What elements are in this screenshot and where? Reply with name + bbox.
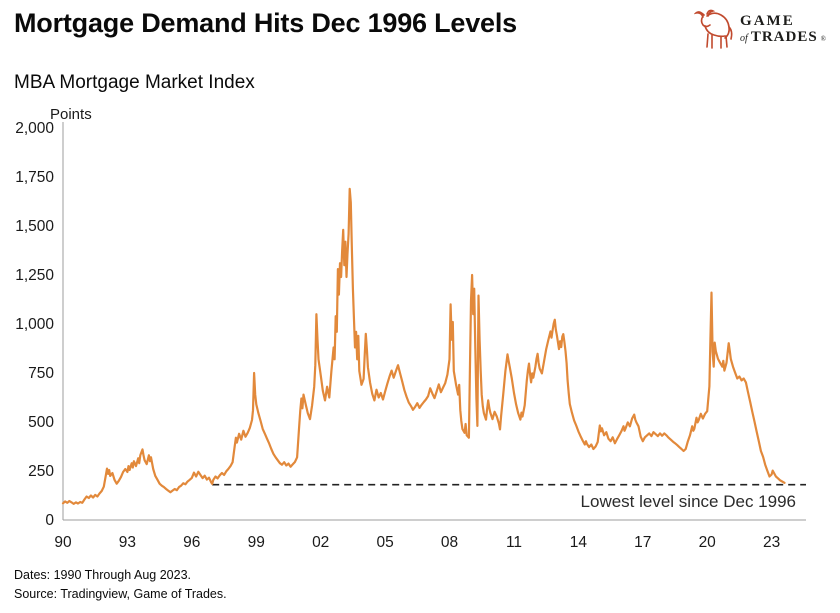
y-tick-label: 1,250 [15, 267, 54, 284]
x-tick-label: 93 [119, 534, 136, 551]
logo-word-of: of [740, 33, 748, 44]
x-tick-label: 02 [312, 534, 329, 551]
y-tick-label: 1,750 [15, 169, 54, 186]
x-tick-label: 99 [248, 534, 265, 551]
logo-text: GAME of TRADES ® [740, 13, 826, 46]
dashed-line-annotation: Lowest level since Dec 1996 [580, 492, 796, 511]
y-axis-label: Points [50, 106, 92, 123]
footer-dates: Dates: 1990 Through Aug 2023. [14, 568, 191, 582]
y-tick-labels: 0 250 500 750 1,000 1,250 1,500 1,750 2,000 [15, 120, 54, 529]
y-tick-label: 1,000 [15, 316, 54, 333]
bull-icon [694, 9, 733, 49]
y-tick-label: 1,500 [15, 218, 54, 235]
x-tick-label: 11 [506, 534, 522, 551]
y-tick-label: 250 [28, 463, 54, 480]
x-tick-label: 96 [183, 534, 200, 551]
y-tick-label: 0 [45, 512, 54, 529]
x-tick-label: 14 [570, 534, 588, 551]
y-tick-label: 500 [28, 414, 54, 431]
page-title: Mortgage Demand Hits Dec 1996 Levels [14, 8, 517, 38]
logo-word-game: GAME [740, 13, 795, 30]
x-tick-label: 20 [699, 534, 717, 551]
footer-notes: Dates: 1990 Through Aug 2023. Source: Tr… [14, 566, 227, 604]
y-tick-label: 2,000 [15, 120, 54, 137]
mortgage-index-line [61, 187, 786, 505]
x-tick-label: 17 [634, 534, 651, 551]
logo-registered-mark: ® [820, 35, 826, 43]
chart-subtitle: MBA Mortgage Market Index [14, 72, 255, 93]
footer-source: Source: Tradingview, Game of Trades. [14, 586, 227, 601]
x-tick-label: 23 [763, 534, 780, 551]
logo-word-trades: TRADES [750, 29, 818, 45]
x-tick-label: 90 [54, 534, 72, 551]
line-chart: 0 250 500 750 1,000 1,250 1,500 1,750 2,000 90 93… [15, 120, 806, 551]
logo: GAME of TRADES ® [694, 8, 826, 52]
x-tick-label: 08 [441, 534, 458, 551]
x-tick-label: 05 [376, 534, 393, 551]
chart-area: 0 250 500 750 1,000 1,250 1,500 1,750 2,000 90 93… [0, 100, 840, 560]
x-tick-labels: 90 93 96 99 02 05 08 11 14 17 20 23 [54, 534, 780, 551]
y-tick-label: 750 [28, 365, 54, 382]
